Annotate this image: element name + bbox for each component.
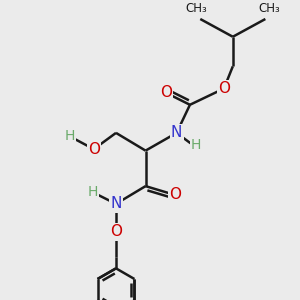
Text: O: O (88, 142, 100, 157)
Text: N: N (171, 125, 182, 140)
Text: H: H (191, 138, 201, 152)
Text: CH₃: CH₃ (186, 2, 208, 16)
Text: O: O (160, 85, 172, 100)
Text: H: H (65, 129, 75, 143)
Text: H: H (87, 185, 98, 199)
Text: O: O (169, 188, 181, 202)
Text: N: N (110, 196, 122, 211)
Text: O: O (110, 224, 122, 239)
Text: CH₃: CH₃ (258, 2, 280, 16)
Text: O: O (218, 81, 230, 96)
